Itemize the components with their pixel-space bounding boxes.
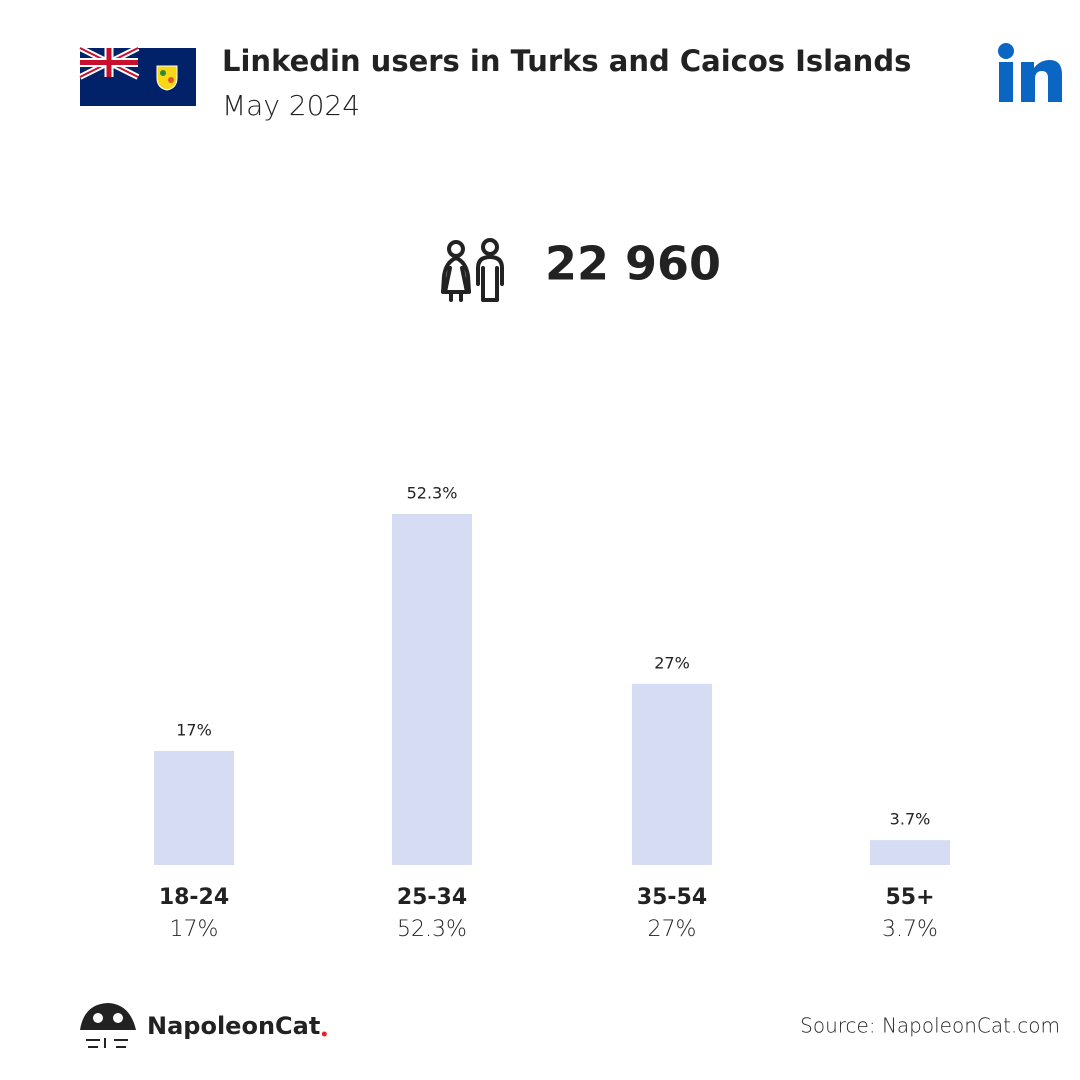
category-label: 55+ — [885, 885, 934, 910]
flag — [78, 45, 196, 106]
bar — [154, 750, 234, 865]
total-users: 22 960 — [545, 237, 721, 291]
brand-name: NapoleonCat — [147, 1012, 320, 1040]
category-percent: 17% — [170, 917, 219, 942]
bar-value-label: 17% — [176, 720, 212, 739]
category-percent: 3.7% — [882, 917, 938, 942]
category-percent: 27% — [648, 917, 697, 942]
bar — [870, 840, 950, 865]
brand-logo — [80, 1003, 136, 1048]
subtitle: May 2024 — [222, 89, 360, 122]
category-label: 25-34 — [397, 885, 467, 910]
source: Source: NapoleonCat.com — [800, 1014, 1060, 1038]
users-icon — [441, 238, 504, 302]
linkedin-logo — [998, 43, 1062, 102]
title: Linkedin users in Turks and Caicos Islan… — [222, 44, 911, 78]
bar-value-label: 3.7% — [890, 810, 931, 829]
brand-dot — [321, 1031, 327, 1037]
bar-value-label: 27% — [654, 653, 690, 672]
bar — [632, 683, 712, 865]
category-label: 18-24 — [159, 885, 229, 910]
bar — [392, 514, 472, 865]
category-label: 35-54 — [637, 885, 707, 910]
bar-value-label: 52.3% — [407, 484, 458, 503]
category-percent: 52.3% — [397, 917, 467, 942]
